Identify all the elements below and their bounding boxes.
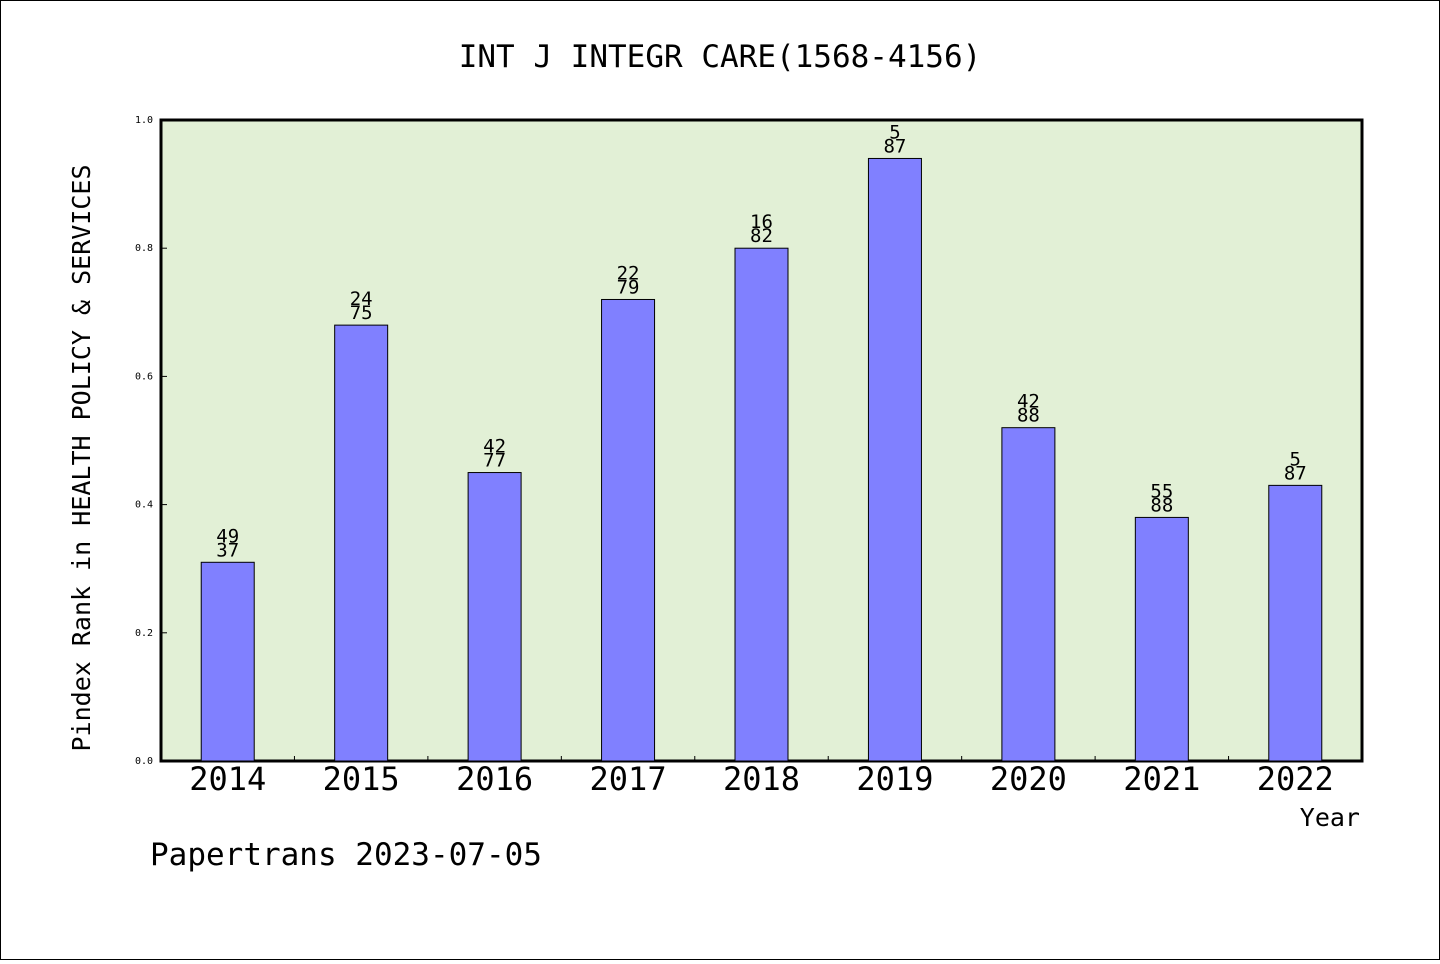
- bar-rank-label-2022: 5: [1290, 448, 1301, 470]
- bar-total-label-2015: 75: [350, 302, 373, 324]
- footer-credit: Papertrans 2023-07-05: [150, 837, 542, 873]
- bar-rank-label-2014: 49: [216, 525, 239, 547]
- y-tick-label: 1.0: [135, 115, 153, 126]
- x-tick-label-2019: 2019: [856, 760, 933, 798]
- y-tick-label: 0.0: [135, 756, 153, 767]
- x-axis-label: Year: [1300, 803, 1360, 832]
- x-tick-label-2020: 2020: [990, 760, 1067, 798]
- y-axis: 0.0 0.2 0.4 0.6 0.8 1.0: [135, 115, 167, 767]
- x-tick-label-2017: 2017: [590, 760, 667, 798]
- bar-rank-label-2020: 42: [1017, 391, 1040, 413]
- bar-2014: [200, 561, 255, 762]
- y-tick-label: 0.6: [135, 371, 153, 382]
- bar-total-label-2019: 87: [883, 135, 906, 157]
- x-axis: [293, 756, 1230, 761]
- bar-2015: [334, 324, 389, 762]
- bar-2021: [1134, 516, 1189, 762]
- bar-total-label-2022: 87: [1284, 462, 1307, 484]
- y-axis-label: Pindex Rank in HEALTH POLICY & SERVICES: [67, 165, 96, 752]
- x-tick-label-2022: 2022: [1257, 760, 1334, 798]
- bar-2017: [601, 298, 656, 762]
- bar-rank-label-2018: 16: [750, 211, 773, 233]
- bar-rank-label-2021: 55: [1150, 480, 1173, 502]
- bar-rank-label-2019: 5: [889, 121, 900, 143]
- bar-total-label-2017: 79: [617, 276, 640, 298]
- bar-total-label-2016: 77: [483, 450, 506, 472]
- bar-total-label-2020: 88: [1017, 405, 1040, 427]
- x-tick-label-2021: 2021: [1123, 760, 1200, 798]
- y-tick-label: 0.4: [135, 500, 153, 511]
- chart-title: INT J INTEGR CARE(1568-4156): [459, 39, 982, 75]
- bar-2022: [1268, 484, 1323, 762]
- bar-2020: [1001, 427, 1056, 762]
- bar-2016: [467, 472, 522, 762]
- y-tick-label: 0.2: [135, 628, 153, 639]
- bar-rank-label-2015: 24: [350, 288, 373, 310]
- bar-total-label-2018: 82: [750, 225, 773, 247]
- bars-group: [200, 157, 1323, 762]
- bar-total-label-2014: 37: [216, 539, 239, 561]
- x-tick-label-2018: 2018: [723, 760, 800, 798]
- x-tick-label-2014: 2014: [189, 760, 266, 798]
- x-tick-label-2015: 2015: [323, 760, 400, 798]
- bar-2018: [734, 247, 789, 762]
- bar-2019: [867, 157, 922, 762]
- bar-total-label-2021: 88: [1150, 494, 1173, 516]
- y-tick-label: 0.8: [135, 243, 153, 254]
- bar-rank-label-2016: 42: [483, 436, 506, 458]
- x-tick-label-2016: 2016: [456, 760, 533, 798]
- x-tick-labels: 2014 2015 2016 2017 2018 2019 2020 2021 2022: [189, 760, 1334, 798]
- bar-rank-label-2017: 22: [617, 262, 640, 284]
